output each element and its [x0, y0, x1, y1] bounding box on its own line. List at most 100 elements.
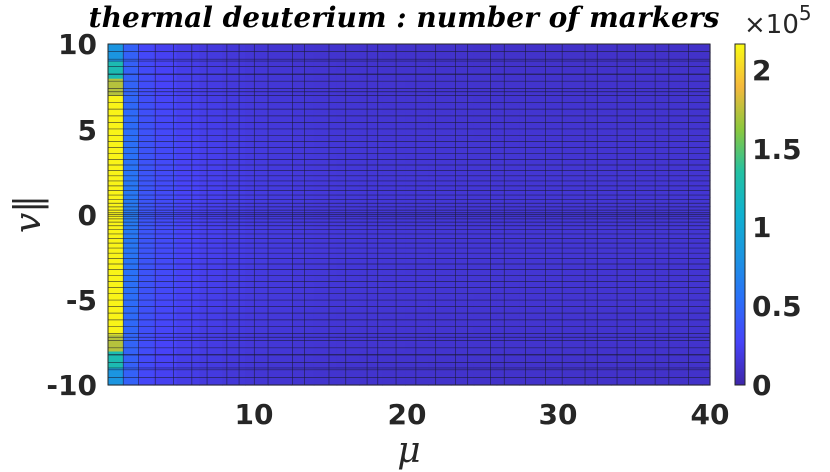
- heatmap-cell: [138, 180, 155, 190]
- heatmap-cell: [199, 86, 223, 96]
- heatmap-cell: [199, 163, 223, 173]
- x-axis-label: μ: [397, 430, 420, 471]
- plot-border: [107, 43, 711, 386]
- heatmap-cell: [336, 265, 361, 275]
- heatmap-cell: [588, 44, 612, 54]
- heatmap-cell: [496, 197, 521, 207]
- heatmap-cell: [290, 333, 315, 343]
- heatmap-cell: [222, 188, 246, 199]
- heatmap-cell: [290, 171, 315, 182]
- heatmap-cell: [519, 86, 543, 96]
- heatmap-cell: [313, 376, 338, 386]
- heatmap-cell: [108, 188, 124, 199]
- heatmap-cell: [290, 342, 315, 352]
- heatmap-cell: [290, 257, 315, 267]
- heatmap-cell: [359, 359, 383, 369]
- heatmap-cell: [123, 197, 140, 207]
- heatmap-cell: [222, 299, 246, 309]
- heatmap-cell: [108, 180, 124, 190]
- heatmap-cell: [176, 350, 201, 361]
- heatmap-cell: [382, 188, 406, 199]
- heatmap-cell: [633, 137, 658, 147]
- heatmap-cell: [496, 257, 521, 267]
- heatmap-cell: [222, 350, 246, 361]
- heatmap-cell: [176, 197, 201, 207]
- heatmap-cell: [268, 367, 292, 378]
- heatmap-cell: [176, 367, 201, 378]
- heatmap-cell: [405, 257, 429, 267]
- heatmap-cell: [633, 291, 658, 301]
- heatmap-cell: [565, 129, 589, 139]
- heatmap-cell: [542, 95, 566, 105]
- heatmap-cell: [656, 205, 681, 216]
- colorbar-gradient: [734, 43, 746, 386]
- heatmap-cell: [473, 129, 498, 139]
- heatmap-cell: [588, 291, 612, 301]
- heatmap-cell: [610, 52, 635, 62]
- heatmap-cell: [199, 359, 223, 369]
- heatmap-cell: [633, 188, 658, 199]
- heatmap-cell: [542, 188, 566, 199]
- heatmap-cell: [565, 274, 589, 284]
- heatmap-cell: [290, 163, 315, 173]
- heatmap-cell: [382, 129, 406, 139]
- heatmap-cell: [222, 359, 246, 369]
- heatmap-cell: [290, 86, 315, 96]
- heatmap-cell: [565, 291, 589, 301]
- heatmap-cell: [313, 342, 338, 352]
- heatmap-cell: [656, 78, 681, 88]
- heatmap-cell: [153, 120, 178, 130]
- heatmap-cell: [633, 231, 658, 241]
- heatmap-cell: [679, 274, 703, 284]
- heatmap-cell: [123, 342, 140, 352]
- heatmap-cell: [702, 95, 711, 105]
- heatmap-cell: [610, 163, 635, 173]
- heatmap-cell: [108, 129, 124, 139]
- heatmap-cell: [542, 146, 566, 156]
- heatmap-cell: [473, 325, 498, 335]
- heatmap-cell: [268, 325, 292, 335]
- heatmap-cell: [245, 291, 269, 301]
- heatmap-cell: [138, 61, 155, 71]
- heatmap-cell: [450, 231, 475, 241]
- heatmap-cell: [496, 112, 521, 122]
- heatmap-cell: [405, 197, 429, 207]
- x-tick-label: 30: [539, 398, 578, 431]
- heatmap-cell: [633, 240, 658, 250]
- heatmap-cell: [138, 299, 155, 309]
- heatmap-cell: [290, 316, 315, 326]
- heatmap-cell: [359, 299, 383, 309]
- heatmap-cell: [519, 188, 543, 199]
- heatmap-cell: [382, 223, 406, 233]
- heatmap-cell: [542, 44, 566, 54]
- heatmap-cell: [496, 367, 521, 378]
- heatmap-cell: [359, 103, 383, 113]
- heatmap-cell: [405, 120, 429, 130]
- heatmap-cell: [633, 376, 658, 386]
- heatmap-cell: [519, 316, 543, 326]
- heatmap-cell: [679, 171, 703, 182]
- heatmap-cell: [633, 350, 658, 361]
- heatmap-cell: [656, 367, 681, 378]
- heatmap-cell: [405, 333, 429, 343]
- heatmap-cell: [679, 103, 703, 113]
- heatmap-cell: [222, 146, 246, 156]
- colorbar-exponent-label: ×105: [744, 1, 812, 40]
- heatmap-cell: [473, 95, 498, 105]
- plot-area: [107, 43, 711, 386]
- heatmap-cell: [138, 333, 155, 343]
- heatmap-cell: [153, 205, 178, 216]
- heatmap-cell: [313, 103, 338, 113]
- heatmap-cell: [138, 274, 155, 284]
- heatmap-cell: [245, 61, 269, 71]
- y-tick-label: 0: [78, 199, 97, 232]
- heatmap-cell: [176, 291, 201, 301]
- heatmap-cell: [633, 146, 658, 156]
- heatmap-cell: [336, 274, 361, 284]
- heatmap-cell: [702, 61, 711, 71]
- heatmap-cell: [268, 316, 292, 326]
- heatmap-cell: [679, 257, 703, 267]
- heatmap-cell: [153, 78, 178, 88]
- heatmap-cell: [176, 44, 201, 54]
- heatmap-cell: [496, 359, 521, 369]
